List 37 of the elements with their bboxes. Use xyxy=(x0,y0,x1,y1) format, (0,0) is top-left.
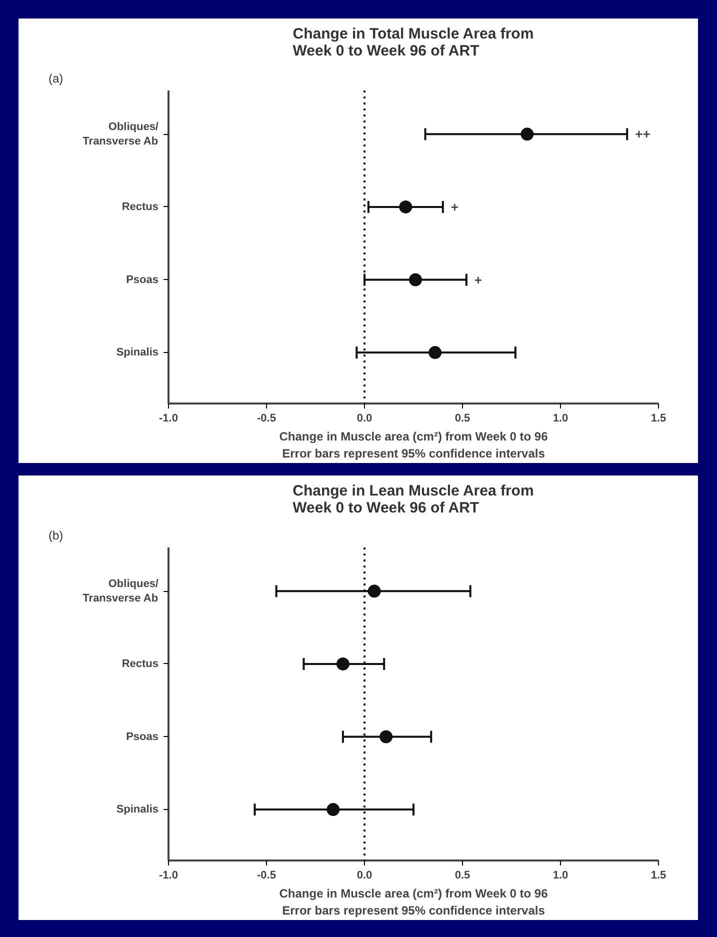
y-tick-label: Rectus xyxy=(122,200,159,213)
annotation: ++ xyxy=(635,126,651,142)
y-tick-label: Rectus xyxy=(122,658,159,670)
annotation: + xyxy=(450,199,459,214)
x-tick-label: 0.5 xyxy=(454,412,470,424)
x-axis-title: Change in Muscle area (cm²) from Week 0 to 96 Error bars represent 95% confidence intervals xyxy=(279,430,548,460)
y-tick-label: Spinalis xyxy=(116,346,159,359)
x-tick-label: 1.5 xyxy=(650,412,666,424)
x-tick-label: 0.0 xyxy=(356,412,372,424)
x-tick-label: 0.5 xyxy=(454,870,470,882)
point xyxy=(408,273,422,286)
y-tick-label: Obliques/ Transverse Ab xyxy=(82,578,159,604)
x-axis-title: Change in Muscle area (cm²) from Week 0 to 96 Error bars represent 95% confidence intervals xyxy=(279,886,548,918)
x-tick-label: 1.5 xyxy=(650,870,666,882)
y-tick-label: Obliques/ Transverse Ab xyxy=(82,120,159,148)
x-tick-label: -0.5 xyxy=(257,870,276,882)
point xyxy=(399,200,412,214)
point xyxy=(326,803,340,816)
chart-title: Change in Total Muscle Area from Week 0 to Week 96 of ART xyxy=(292,26,534,60)
point xyxy=(368,584,381,598)
x-tick-label: -1.0 xyxy=(159,870,178,882)
y-tick-label: Spinalis xyxy=(116,804,159,816)
annotation: + xyxy=(474,272,482,288)
x-tick-label: -1.0 xyxy=(159,412,178,424)
point xyxy=(428,346,442,360)
chart-title: Change in Lean Muscle Area from Week 0 to Week 96 of ART xyxy=(292,482,534,516)
y-tick-label: Psoas xyxy=(126,730,159,743)
point xyxy=(520,128,534,141)
y-tick-label: Psoas xyxy=(126,274,159,286)
x-tick-label: 0.0 xyxy=(356,870,372,882)
x-tick-label: 1.0 xyxy=(552,870,568,882)
point xyxy=(380,730,393,744)
x-tick-label: 1.0 xyxy=(552,412,568,424)
text: (b) xyxy=(48,528,64,542)
x-tick-label: -0.5 xyxy=(257,412,276,424)
text: (a) xyxy=(48,72,64,86)
point xyxy=(336,657,350,670)
